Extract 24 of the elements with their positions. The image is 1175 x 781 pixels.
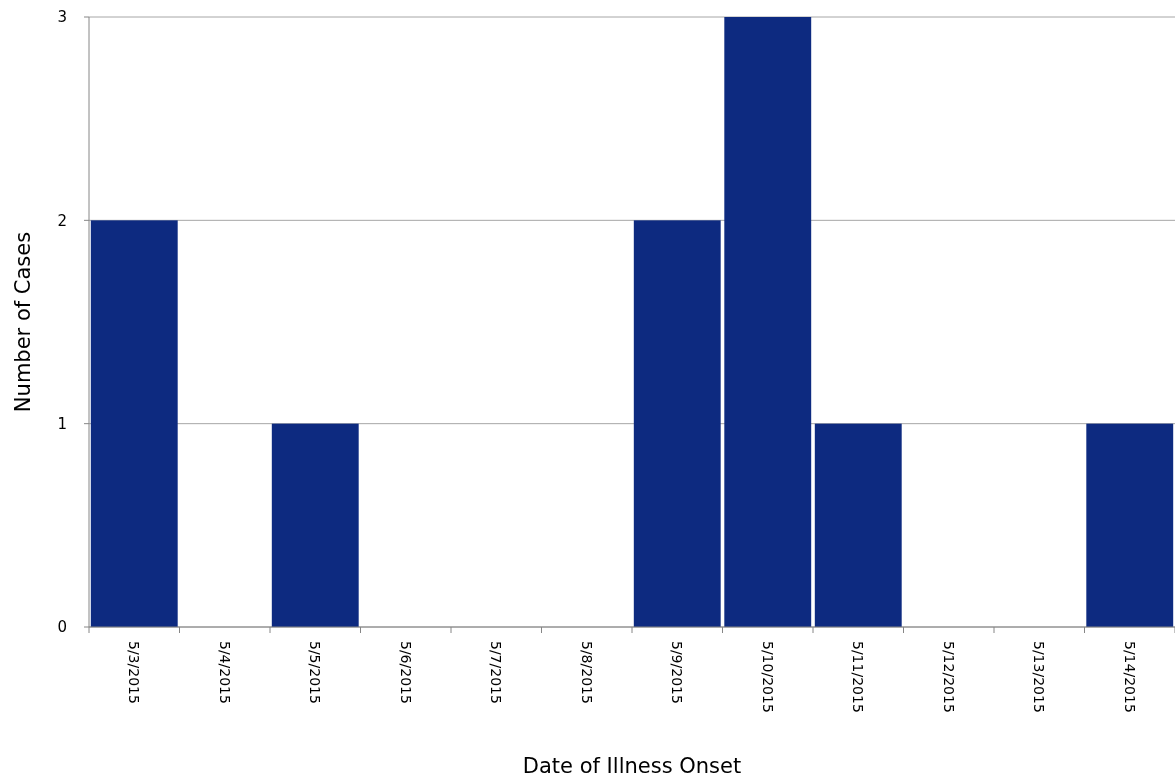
y-tick-label: 3 xyxy=(57,8,67,27)
x-tick-label: 5/6/2015 xyxy=(397,641,414,704)
bar xyxy=(90,220,178,627)
x-tick-label: 5/12/2015 xyxy=(940,641,957,713)
x-tick-label: 5/9/2015 xyxy=(669,641,686,704)
bar xyxy=(633,220,721,627)
x-tick-label: 5/7/2015 xyxy=(488,641,505,704)
bar xyxy=(814,423,902,627)
y-tick-label: 1 xyxy=(57,414,67,433)
x-tick-label: 5/8/2015 xyxy=(578,641,595,704)
y-tick-label: 0 xyxy=(57,618,67,637)
x-tick-label: 5/13/2015 xyxy=(1031,641,1048,713)
bar xyxy=(1086,423,1174,627)
x-tick-label: 5/3/2015 xyxy=(126,641,143,704)
x-tick-label: 5/4/2015 xyxy=(216,641,233,704)
x-tick-label: 5/14/2015 xyxy=(1121,641,1138,713)
bar xyxy=(724,17,812,627)
x-axis-title: Date of Illness Onset xyxy=(522,754,742,778)
x-tick-label: 5/10/2015 xyxy=(759,641,776,713)
y-axis-title: Number of Cases xyxy=(11,231,35,413)
x-tick-label: 5/11/2015 xyxy=(850,641,867,713)
y-tick-label: 2 xyxy=(57,211,67,230)
x-tick-label: 5/5/2015 xyxy=(307,641,324,704)
bar xyxy=(271,423,359,627)
